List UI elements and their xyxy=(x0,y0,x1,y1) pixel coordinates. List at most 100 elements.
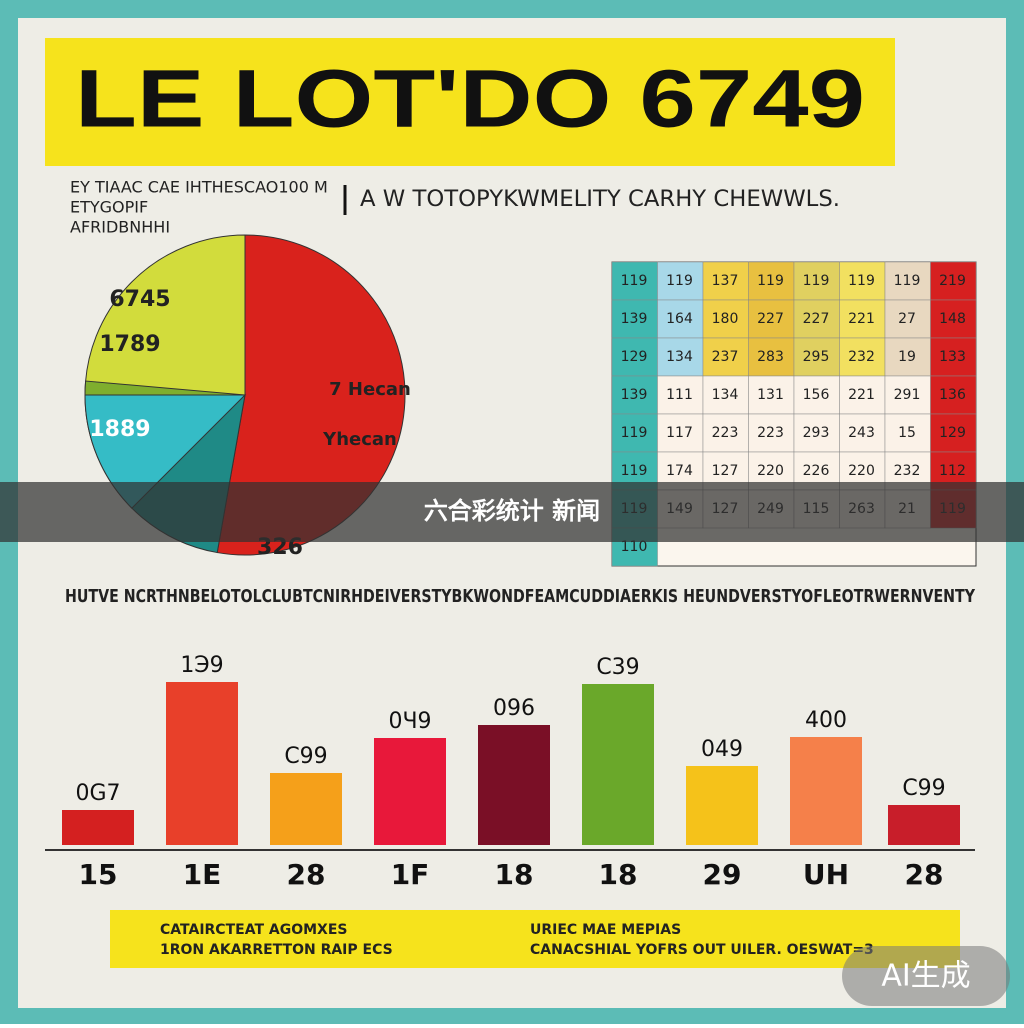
category-label: 15 xyxy=(79,858,118,891)
category-label: 29 xyxy=(703,858,742,891)
bar xyxy=(686,766,758,845)
table-cell xyxy=(839,261,886,301)
table-cell xyxy=(657,299,704,339)
table-text: 119 xyxy=(803,273,830,289)
bar xyxy=(374,738,446,845)
bar-label: 0G7 xyxy=(75,781,120,806)
category-label: 28 xyxy=(287,858,326,891)
table-text: 223 xyxy=(757,425,784,441)
table-text: 227 xyxy=(757,311,784,327)
table-text: 174 xyxy=(666,463,693,479)
watermark-bg xyxy=(842,946,1010,1006)
table-text: 221 xyxy=(848,311,875,327)
table-text: 232 xyxy=(894,463,921,479)
bar-label: 0Ч9 xyxy=(388,709,431,734)
table-cell xyxy=(748,337,795,377)
table-cell xyxy=(884,261,931,301)
table-text: 137 xyxy=(712,273,739,289)
footer-banner xyxy=(110,910,960,968)
pie-label: 6745 xyxy=(109,287,170,312)
table-text: 129 xyxy=(939,425,966,441)
table-text: 221 xyxy=(848,387,875,403)
table-text: 219 xyxy=(939,273,966,289)
title: LE LOT'DO 6749 xyxy=(75,54,865,145)
table-text: 227 xyxy=(803,311,830,327)
bar-label: 1Э9 xyxy=(180,653,223,678)
pie-label: 1789 xyxy=(99,332,160,357)
table-cell xyxy=(611,299,658,339)
table-cell xyxy=(884,337,931,377)
table-cell xyxy=(793,413,840,453)
table-cell xyxy=(884,299,931,339)
table-text: 119 xyxy=(894,273,921,289)
table-text: 295 xyxy=(803,349,830,365)
ticker: HUTVE NCRTHNBELOTOLCLUBTCNIRHDEIVERSTYBK… xyxy=(65,586,976,607)
table-text: 243 xyxy=(848,425,875,441)
bar xyxy=(166,682,238,845)
table-text: 19 xyxy=(898,349,916,365)
table-text: 119 xyxy=(848,273,875,289)
bar-label: 049 xyxy=(701,737,743,762)
table-cell xyxy=(884,375,931,415)
table-text: 139 xyxy=(621,387,648,403)
table-cell xyxy=(657,261,704,301)
table-text: 220 xyxy=(848,463,875,479)
table-text: 112 xyxy=(939,463,966,479)
table-text: 117 xyxy=(666,425,693,441)
table-text: 133 xyxy=(939,349,966,365)
table-text: 283 xyxy=(757,349,784,365)
table-text: 134 xyxy=(666,349,693,365)
table-cell xyxy=(930,337,977,377)
footer-left: 1RON AKARRETTON RAIP ECS xyxy=(160,942,393,958)
table-text: 15 xyxy=(898,425,916,441)
bar-label: 400 xyxy=(805,708,847,733)
table-text: 293 xyxy=(803,425,830,441)
category-label: 28 xyxy=(905,858,944,891)
table-text: 131 xyxy=(757,387,784,403)
table-text: 136 xyxy=(939,387,966,403)
overlay-caption: 六合彩统计 新闻 xyxy=(424,497,600,525)
bar-label: C99 xyxy=(284,744,327,769)
table-cell xyxy=(930,375,977,415)
table-text: 156 xyxy=(803,387,830,403)
table-text: 237 xyxy=(712,349,739,365)
table-text: 111 xyxy=(666,387,693,403)
category-label: 1E xyxy=(183,858,222,891)
footer-right: CANACSHIAL YOFRS OUT UILER. OESWAT=3 xyxy=(530,942,874,958)
table-cell xyxy=(702,337,749,377)
table-cell xyxy=(884,413,931,453)
table-text: 119 xyxy=(757,273,784,289)
subtitle-right: A W TOTOPYKWMELITY CARHY CHEWWLS. xyxy=(360,187,840,212)
table-cell xyxy=(930,261,977,301)
table-cell xyxy=(748,375,795,415)
table-text: 129 xyxy=(621,349,648,365)
table-cell xyxy=(611,375,658,415)
table-text: 226 xyxy=(803,463,830,479)
bar xyxy=(62,810,134,845)
table-text: 291 xyxy=(894,387,921,403)
pie-slice xyxy=(216,234,406,556)
pie-label: 1889 xyxy=(89,417,150,442)
overlay-band xyxy=(0,482,1024,542)
pie-label: Yhecan xyxy=(322,429,397,450)
table-cell xyxy=(702,413,749,453)
bar-label: C39 xyxy=(596,655,639,680)
pie-slice xyxy=(84,234,246,396)
table-text: 110 xyxy=(621,539,648,555)
bar xyxy=(790,737,862,845)
table-text: 148 xyxy=(939,311,966,327)
table-cell xyxy=(748,261,795,301)
pie-label: 7 Hecan xyxy=(329,379,411,400)
table-text: 180 xyxy=(712,311,739,327)
table-text: 139 xyxy=(621,311,648,327)
subtitle-left: AFRIDBNHHI xyxy=(70,218,170,237)
table-text: 119 xyxy=(621,463,648,479)
table-cell xyxy=(702,261,749,301)
bar xyxy=(888,805,960,845)
category-label: 1F xyxy=(391,858,430,891)
table-text: 232 xyxy=(848,349,875,365)
table-cell xyxy=(839,299,886,339)
table-cell xyxy=(611,413,658,453)
table-text: 220 xyxy=(757,463,784,479)
